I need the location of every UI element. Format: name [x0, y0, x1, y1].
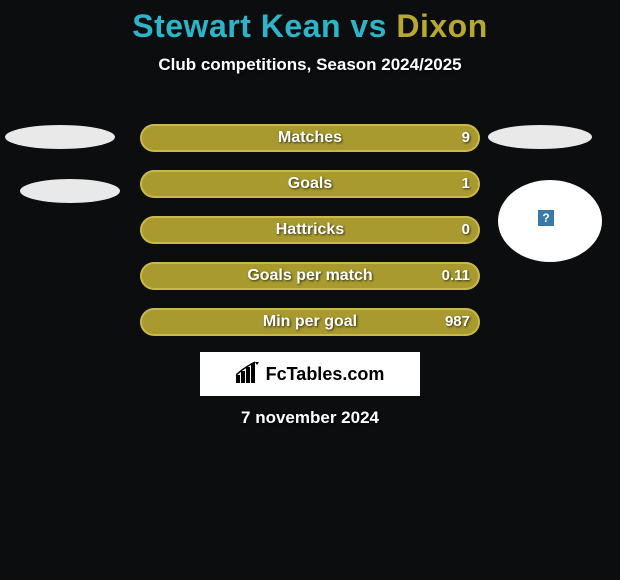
stat-bar-label: Goals: [140, 170, 480, 198]
stat-bar: Matches9: [140, 124, 480, 152]
player-b-avatar-placeholder: ?: [498, 180, 602, 262]
title-player-b: Dixon: [396, 8, 487, 44]
stat-bar-right-value: 987: [445, 308, 470, 336]
date-line: 7 november 2024: [0, 408, 620, 428]
stat-bar-right-value: 9: [462, 124, 470, 152]
stats-bars: Matches9Goals1Hattricks0Goals per match0…: [140, 124, 480, 354]
stat-bar-label: Matches: [140, 124, 480, 152]
stat-bar: Hattricks0: [140, 216, 480, 244]
brand-text: FcTables.com: [266, 364, 385, 385]
title-player-a: Stewart Kean: [132, 8, 341, 44]
stat-bar-right-value: 1: [462, 170, 470, 198]
player-b-silhouette-head: [488, 125, 592, 149]
stat-bar-label: Hattricks: [140, 216, 480, 244]
stat-bar-label: Min per goal: [140, 308, 480, 336]
subtitle: Club competitions, Season 2024/2025: [0, 55, 620, 75]
player-a-silhouette-body: [20, 179, 120, 203]
brand-box: FcTables.com: [200, 352, 420, 396]
help-icon: ?: [538, 210, 554, 226]
stat-bar-right-value: 0.11: [442, 262, 470, 290]
stat-bar: Goals1: [140, 170, 480, 198]
player-a-silhouette-head: [5, 125, 115, 149]
page-title: Stewart Kean vs Dixon: [0, 8, 620, 45]
stat-bar: Min per goal987: [140, 308, 480, 336]
stat-bar-right-value: 0: [462, 216, 470, 244]
title-connector: vs: [350, 8, 387, 44]
root: Stewart Kean vs Dixon Club competitions,…: [0, 0, 620, 580]
stat-bar: Goals per match0.11: [140, 262, 480, 290]
stat-bar-label: Goals per match: [140, 262, 480, 290]
brand-bars-icon: [236, 361, 260, 388]
